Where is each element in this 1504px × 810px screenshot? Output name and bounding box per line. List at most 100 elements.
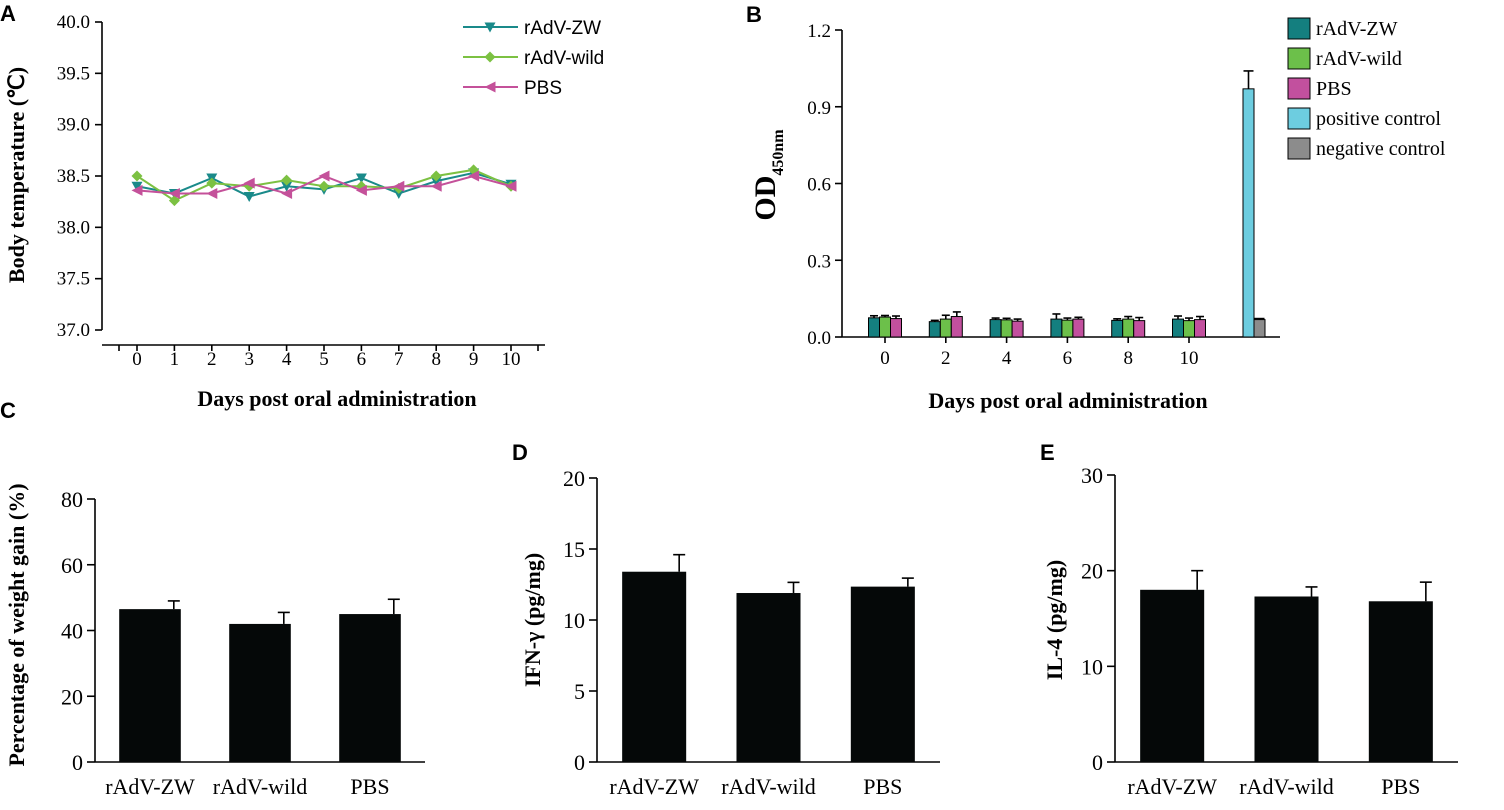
panel-b-bar (1072, 318, 1085, 338)
panel-c-x-tick-label: rAdV-ZW (105, 774, 195, 799)
panel-b-y-axis-title-main: OD (749, 176, 782, 221)
panel-a-x-tick-label: 8 (431, 349, 441, 370)
panel-d-x-tick-label: PBS (863, 774, 902, 799)
panel-b-x-tick-label: 0 (880, 348, 890, 369)
panel-b-bar (939, 318, 952, 338)
panel-a-x-tick-label: 1 (170, 349, 180, 370)
panel-a-y-tick-label: 39.0 (57, 115, 90, 136)
panel-b-bar (1242, 88, 1255, 338)
panel-a-y-axis-title: Body temperature (℃) (4, 67, 29, 283)
panel-d-bar-chart: 0 5 10 15 20 rAdV-ZW rAdV-wild PBS IFN-γ (pg/mg) (520, 466, 940, 799)
panel-a-data-point (281, 181, 293, 192)
panel-b-bar (879, 316, 891, 338)
panel-b-x-tick-label: 8 (1123, 348, 1133, 369)
panel-a-data-point (393, 188, 405, 199)
panel-b-x-tick-label: 4 (1002, 348, 1012, 369)
panel-a-legend-marker (484, 51, 496, 63)
panel-a-data-point (131, 184, 143, 196)
panel-e-y-tick-label: 10 (1081, 654, 1103, 679)
panel-b-bar (868, 317, 880, 338)
panel-d-y-tick-label: 0 (574, 750, 585, 775)
panel-b-bar (1122, 318, 1135, 338)
panel-a-x-tick-label: 3 (244, 349, 254, 370)
panel-b-legend-label: rAdV-wild (1316, 48, 1402, 70)
panel-b-y-axis-title: OD450nm (749, 129, 787, 221)
panel-d-x-tick-label: rAdV-wild (721, 774, 816, 799)
panel-b-legend-swatch (1287, 77, 1311, 100)
panel-b-y-tick-label: 0.0 (807, 328, 831, 349)
panel-a-data-point (430, 170, 442, 182)
panel-d-y-tick-label: 20 (563, 466, 585, 491)
panel-e-bar-chart: 0 10 20 30 rAdV-ZW rAdV-wild PBS IL-4 (pg/mg) (1042, 463, 1458, 799)
panel-a-y-tick-label: 37.5 (57, 269, 90, 290)
panel-b-y-tick-label: 0.6 (807, 175, 831, 196)
panel-a-y-tick-label: 38.0 (57, 217, 90, 238)
panel-e-bar (1140, 589, 1205, 762)
panel-c-x-tick-label: PBS (350, 774, 389, 799)
panel-letter-D: D (512, 440, 528, 465)
panel-c-bar-chart: 0 20 40 60 80 rAdV-ZW rAdV-wild PBS Percentage o… (4, 483, 425, 799)
panel-a-data-point (131, 170, 143, 182)
panel-b-bar (928, 321, 941, 338)
panel-c-bar (229, 623, 291, 762)
panel-b-x-axis-title: Days post oral administration (928, 388, 1207, 413)
panel-d-bar (736, 593, 801, 762)
panel-b-x-tick-label: 10 (1180, 348, 1199, 369)
panel-a-x-tick-label: 10 (502, 349, 521, 370)
panel-a-legend-label: rAdV-wild (524, 48, 604, 69)
panel-a-x-tick-label: 7 (394, 349, 404, 370)
panel-c-bar (119, 609, 181, 762)
panel-b-bar (1050, 318, 1063, 338)
panel-a-data-point (168, 195, 180, 207)
panel-b-bar (1183, 320, 1195, 338)
panel-b-bar (1172, 318, 1184, 338)
panel-a-data-point (281, 187, 293, 199)
panel-a-data-point (243, 177, 255, 189)
panel-a-x-tick-label: 0 (132, 349, 142, 370)
panel-b-legend-label: positive control (1316, 108, 1441, 130)
panel-b-bar (890, 318, 902, 338)
panel-b-y-tick-label: 0.3 (807, 251, 831, 272)
panel-a-data-point (131, 181, 143, 192)
panel-a-y-tick-label: 39.5 (57, 63, 90, 84)
panel-a-y-tick-label: 37.0 (57, 320, 90, 341)
panel-a-data-point (430, 180, 442, 192)
panel-d-y-tick-label: 5 (574, 679, 585, 704)
panel-b-bar (1011, 320, 1024, 338)
panel-e-bar (1254, 596, 1319, 762)
panel-a-data-point (505, 180, 517, 192)
panel-c-y-tick-label: 20 (61, 684, 83, 709)
panel-a-series-PBS (131, 170, 517, 199)
panel-b-bar (989, 319, 1002, 338)
panel-b-bar (1194, 319, 1206, 338)
panel-b-bar (1000, 319, 1013, 338)
panel-letter-E: E (1040, 440, 1055, 465)
panel-c-y-tick-label: 0 (72, 750, 83, 775)
panel-d-y-axis-title: IFN-γ (pg/mg) (520, 553, 545, 687)
panel-a-data-point (355, 184, 367, 196)
panel-d-bar (850, 586, 915, 762)
panel-d-bar (622, 571, 687, 762)
panel-b-bar (1253, 319, 1266, 338)
panel-e-y-tick-label: 30 (1081, 463, 1103, 488)
panel-b-legend-swatch (1287, 107, 1311, 130)
panel-a-legend-label: PBS (524, 78, 562, 99)
panel-e-bar (1368, 601, 1433, 762)
panel-d-y-tick-label: 15 (563, 537, 585, 562)
panel-e-x-tick-label: PBS (1381, 774, 1420, 799)
panel-a-x-axis-title: Days post oral administration (197, 386, 476, 411)
panel-a-legend-label: rAdV-ZW (524, 18, 601, 39)
panel-d-y-tick-label: 10 (563, 608, 585, 633)
panel-a-data-point (206, 187, 218, 199)
panel-e-x-tick-label: rAdV-ZW (1127, 774, 1217, 799)
panel-a-y-tick-label: 40.0 (57, 12, 90, 33)
panel-a-data-point (393, 180, 405, 192)
panel-a-data-point (206, 177, 218, 189)
panel-b-x-tick-label: 6 (1063, 348, 1073, 369)
panel-a-x-tick-label: 6 (357, 349, 367, 370)
panel-b-y-axis-title-subscript: 450nm (770, 129, 787, 176)
panel-c-y-tick-label: 60 (61, 553, 83, 578)
panel-a-data-point (355, 173, 367, 184)
panel-b-legend-label: PBS (1316, 78, 1352, 100)
panel-c-y-axis-title: Percentage of weight gain (%) (4, 483, 29, 766)
